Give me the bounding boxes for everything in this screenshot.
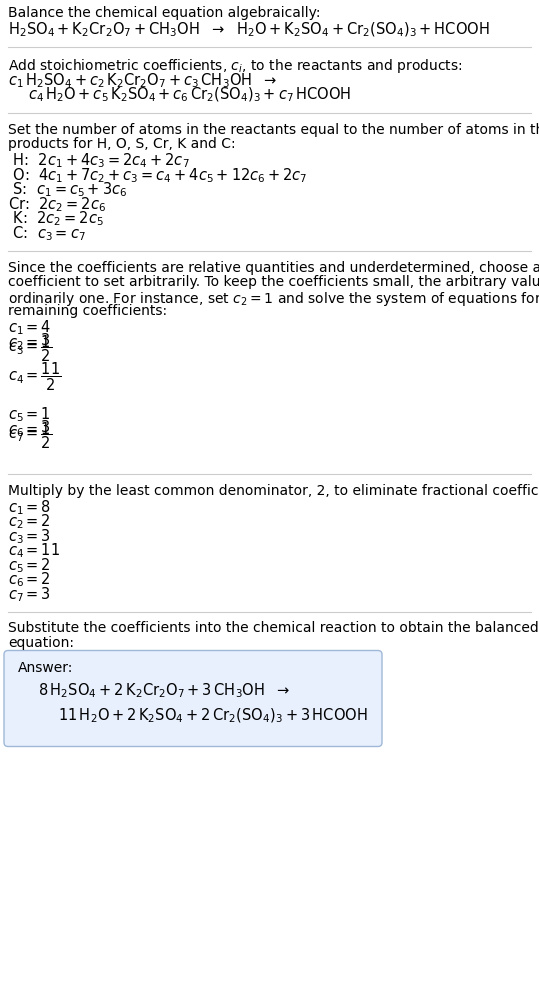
Text: $c_1\,\mathregular{H_2SO_4} + c_2\,\mathregular{K_2Cr_2O_7} + c_3\,\mathregular{: $c_1\,\mathregular{H_2SO_4} + c_2\,\math… <box>8 72 278 90</box>
Text: $c_7 = 3$: $c_7 = 3$ <box>8 585 51 604</box>
Text: K:  $2 c_2 = 2 c_5$: K: $2 c_2 = 2 c_5$ <box>8 210 103 229</box>
Text: $c_4 = \dfrac{11}{2}$: $c_4 = \dfrac{11}{2}$ <box>8 360 61 393</box>
Text: ordinarily one. For instance, set $c_2 = 1$ and solve the system of equations fo: ordinarily one. For instance, set $c_2 =… <box>8 289 539 307</box>
Text: Balance the chemical equation algebraically:: Balance the chemical equation algebraica… <box>8 6 321 20</box>
Text: $c_4 = 11$: $c_4 = 11$ <box>8 542 60 560</box>
Text: $c_3 = 3$: $c_3 = 3$ <box>8 527 51 546</box>
Text: Set the number of atoms in the reactants equal to the number of atoms in the: Set the number of atoms in the reactants… <box>8 123 539 137</box>
Text: $8\,\mathregular{H_2SO_4} + 2\,\mathregular{K_2Cr_2O_7} + 3\,\mathregular{CH_3OH: $8\,\mathregular{H_2SO_4} + 2\,\mathregu… <box>38 682 290 701</box>
Text: $c_1 = 8$: $c_1 = 8$ <box>8 498 51 517</box>
Text: $c_7 = \dfrac{3}{2}$: $c_7 = \dfrac{3}{2}$ <box>8 418 52 451</box>
Text: Since the coefficients are relative quantities and underdetermined, choose a: Since the coefficients are relative quan… <box>8 260 539 274</box>
Text: Answer:: Answer: <box>18 662 73 676</box>
Text: H:  $2 c_1 + 4 c_3 = 2 c_4 + 2 c_7$: H: $2 c_1 + 4 c_3 = 2 c_4 + 2 c_7$ <box>8 152 190 171</box>
Text: $\mathregular{H_2SO_4 + K_2Cr_2O_7 + CH_3OH}$  $\rightarrow$  $\mathregular{H_2O: $\mathregular{H_2SO_4 + K_2Cr_2O_7 + CH_… <box>8 21 489 39</box>
Text: remaining coefficients:: remaining coefficients: <box>8 304 167 318</box>
Text: products for H, O, S, Cr, K and C:: products for H, O, S, Cr, K and C: <box>8 137 236 151</box>
Text: coefficient to set arbitrarily. To keep the coefficients small, the arbitrary va: coefficient to set arbitrarily. To keep … <box>8 275 539 289</box>
Text: C:  $c_3 = c_7$: C: $c_3 = c_7$ <box>8 224 86 243</box>
Text: Substitute the coefficients into the chemical reaction to obtain the balanced: Substitute the coefficients into the che… <box>8 622 539 636</box>
Text: O:  $4 c_1 + 7 c_2 + c_3 = c_4 + 4 c_5 + 12 c_6 + 2 c_7$: O: $4 c_1 + 7 c_2 + c_3 = c_4 + 4 c_5 + … <box>8 166 308 185</box>
Text: equation:: equation: <box>8 636 74 650</box>
Text: Cr:  $2 c_2 = 2 c_6$: Cr: $2 c_2 = 2 c_6$ <box>8 195 106 214</box>
Text: $c_1 = 4$: $c_1 = 4$ <box>8 318 51 337</box>
Text: $c_4\,\mathregular{H_2O} + c_5\,\mathregular{K_2SO_4} + c_6\,\mathregular{Cr_2(S: $c_4\,\mathregular{H_2O} + c_5\,\mathreg… <box>28 86 351 105</box>
Text: $11\,\mathregular{H_2O} + 2\,\mathregular{K_2SO_4} + 2\,\mathregular{Cr_2(SO_4)_: $11\,\mathregular{H_2O} + 2\,\mathregula… <box>58 707 368 725</box>
Text: $c_2 = 1$: $c_2 = 1$ <box>8 333 51 351</box>
Text: Multiply by the least common denominator, 2, to eliminate fractional coefficient: Multiply by the least common denominator… <box>8 483 539 497</box>
Text: $c_3 = \dfrac{3}{2}$: $c_3 = \dfrac{3}{2}$ <box>8 331 52 364</box>
Text: Add stoichiometric coefficients, $c_i$, to the reactants and products:: Add stoichiometric coefficients, $c_i$, … <box>8 57 462 75</box>
Text: $c_2 = 2$: $c_2 = 2$ <box>8 513 51 531</box>
Text: $c_5 = 1$: $c_5 = 1$ <box>8 405 51 424</box>
FancyBboxPatch shape <box>4 651 382 747</box>
Text: $c_6 = 2$: $c_6 = 2$ <box>8 571 51 589</box>
Text: S:  $c_1 = c_5 + 3 c_6$: S: $c_1 = c_5 + 3 c_6$ <box>8 181 127 200</box>
Text: $c_6 = 1$: $c_6 = 1$ <box>8 420 51 439</box>
Text: $c_5 = 2$: $c_5 = 2$ <box>8 556 51 575</box>
